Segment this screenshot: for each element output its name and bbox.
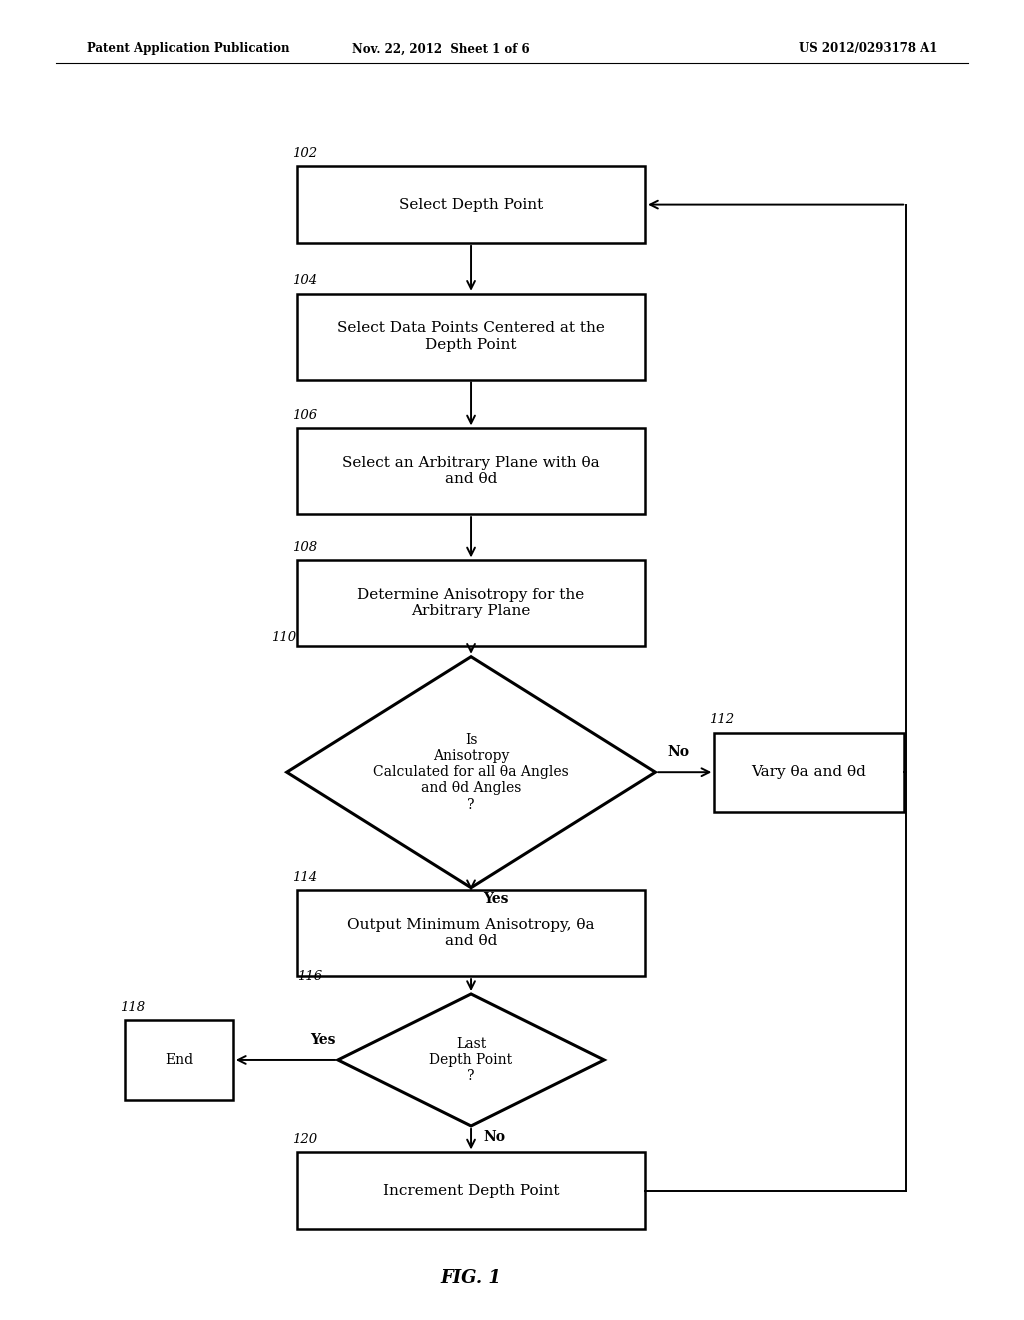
Text: 104: 104	[292, 275, 317, 288]
Text: Determine Anisotropy for the
Arbitrary Plane: Determine Anisotropy for the Arbitrary P…	[357, 589, 585, 618]
Text: No: No	[483, 1130, 505, 1144]
Text: FIG. 1: FIG. 1	[440, 1269, 502, 1287]
Text: Patent Application Publication: Patent Application Publication	[87, 42, 290, 55]
Text: Last
Depth Point
?: Last Depth Point ?	[429, 1036, 513, 1084]
Text: Yes: Yes	[310, 1032, 336, 1047]
Text: 106: 106	[292, 409, 317, 422]
Text: Nov. 22, 2012  Sheet 1 of 6: Nov. 22, 2012 Sheet 1 of 6	[351, 42, 529, 55]
Text: 118: 118	[121, 1001, 145, 1014]
Text: Select an Arbitrary Plane with θa
and θd: Select an Arbitrary Plane with θa and θd	[342, 457, 600, 486]
Text: No: No	[668, 744, 689, 759]
Text: Is
Anisotropy
Calculated for all θa Angles
and θd Angles
?: Is Anisotropy Calculated for all θa Angl…	[373, 733, 569, 812]
Text: 114: 114	[292, 871, 317, 884]
Text: 108: 108	[292, 541, 317, 554]
Bar	[297, 560, 645, 645]
Text: 110: 110	[271, 631, 297, 644]
Text: End: End	[165, 1053, 194, 1067]
Text: Select Data Points Centered at the
Depth Point: Select Data Points Centered at the Depth…	[337, 322, 605, 351]
Text: US 2012/0293178 A1: US 2012/0293178 A1	[799, 42, 937, 55]
Bar	[125, 1020, 232, 1100]
Text: 112: 112	[709, 713, 734, 726]
Text: Select Depth Point: Select Depth Point	[399, 198, 543, 211]
Bar	[715, 733, 904, 812]
Bar	[297, 428, 645, 513]
Polygon shape	[287, 657, 655, 887]
Bar	[297, 891, 645, 977]
Bar	[297, 166, 645, 243]
Text: Yes: Yes	[483, 892, 509, 906]
Bar	[297, 293, 645, 380]
Bar	[297, 1152, 645, 1229]
Text: Output Minimum Anisotropy, θa
and θd: Output Minimum Anisotropy, θa and θd	[347, 919, 595, 948]
Text: 120: 120	[292, 1133, 317, 1146]
Text: 116: 116	[297, 970, 323, 983]
Polygon shape	[338, 994, 604, 1126]
Text: Increment Depth Point: Increment Depth Point	[383, 1184, 559, 1197]
Text: Vary θa and θd: Vary θa and θd	[752, 766, 866, 779]
Text: 102: 102	[292, 147, 317, 160]
